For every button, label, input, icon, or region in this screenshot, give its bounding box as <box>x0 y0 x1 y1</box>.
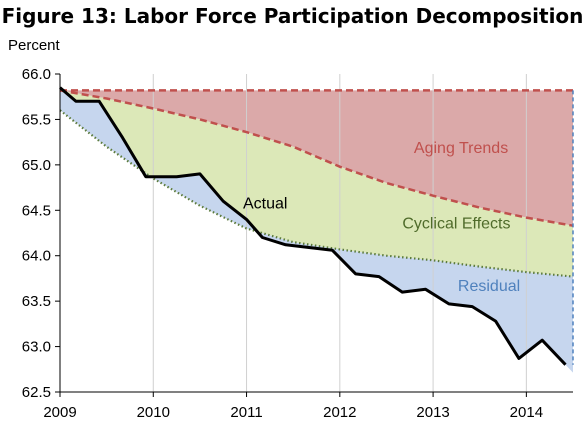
y-tick-label: 65.5 <box>22 111 51 128</box>
y-tick-label: 64.0 <box>22 248 51 265</box>
x-tick-label: 2009 <box>43 404 76 421</box>
area-residual <box>60 87 573 373</box>
series-actual <box>59 86 567 366</box>
y-tick-label: 65.0 <box>22 157 51 174</box>
area-cyclical-effects <box>60 90 573 277</box>
area-aging-trends <box>60 90 573 226</box>
y-tick-label: 63.0 <box>22 339 51 356</box>
y-tick-label: 63.5 <box>22 293 51 310</box>
y-tick-label: 66.0 <box>22 66 51 83</box>
x-tick-label: 2010 <box>137 404 170 421</box>
chart-title: Figure 13: Labor Force Participation Dec… <box>1 4 584 28</box>
y-tick-label: 62.5 <box>22 384 51 401</box>
y-axis-label: Percent <box>8 37 61 54</box>
annotation-aging-trends: Aging Trends <box>414 140 508 157</box>
x-tick-label: 2012 <box>323 404 356 421</box>
annotation-residual: Residual <box>458 278 520 295</box>
x-tick-label: 2013 <box>416 404 449 421</box>
series-aging-trends <box>59 89 574 227</box>
x-tick-label: 2011 <box>230 404 262 421</box>
annotation-cyclical-effects: Cyclical Effects <box>402 215 510 232</box>
x-tick-label: 2014 <box>510 404 543 421</box>
y-tick-label: 64.5 <box>22 202 51 219</box>
annotation-actual: Actual <box>243 195 287 212</box>
